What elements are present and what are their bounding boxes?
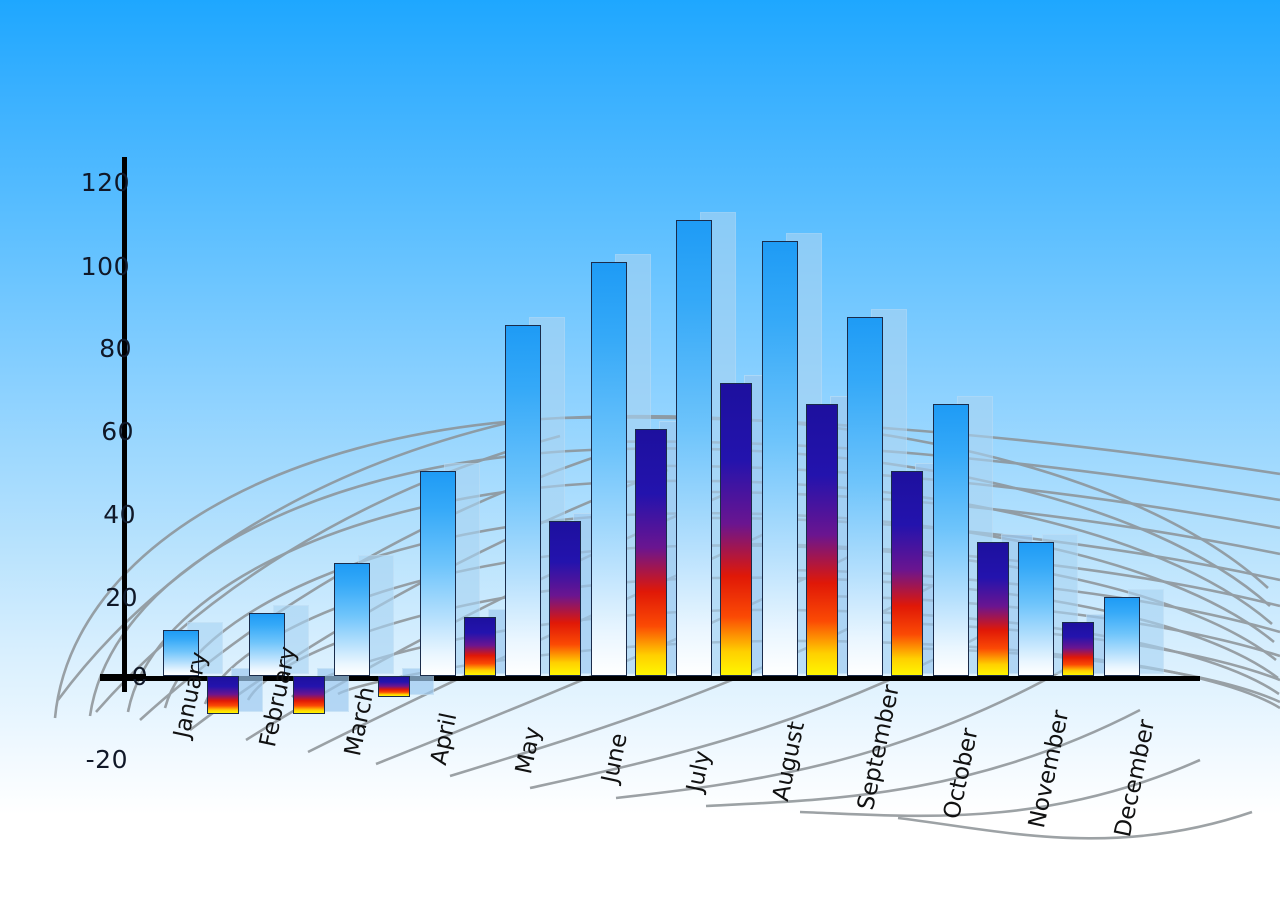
x-axis-label-june: June	[596, 731, 633, 786]
bar-blue-april[interactable]	[419, 471, 456, 676]
x-axis-label-november: November	[1024, 707, 1075, 831]
bar-blue-october[interactable]	[932, 404, 969, 676]
x-axis-zero-line	[100, 676, 1200, 681]
axis-tick	[100, 674, 146, 679]
bar-blue-june[interactable]	[590, 262, 627, 676]
y-axis-tick-label: 60	[101, 417, 134, 446]
bar-blue-may[interactable]	[505, 324, 541, 676]
bar-blue-august[interactable]	[761, 241, 798, 676]
bar-flame-august[interactable]	[805, 404, 838, 676]
y-axis-tick-label: 40	[103, 500, 136, 529]
bar-flame-april[interactable]	[463, 617, 496, 676]
bar-blue-november[interactable]	[1018, 542, 1054, 676]
x-axis-label-september: September	[853, 682, 905, 813]
x-axis-label-august: August	[767, 719, 810, 804]
x-axis-label-april: April	[425, 710, 462, 768]
x-axis-label-october: October	[938, 725, 984, 822]
bar-flame-january[interactable]	[207, 676, 239, 714]
bar-flame-march[interactable]	[378, 676, 410, 697]
x-axis-label-july: July	[682, 748, 717, 795]
y-axis-tick-label: -20	[85, 745, 128, 774]
bar-blue-september[interactable]	[847, 316, 883, 676]
y-axis-tick-label: 20	[105, 583, 138, 612]
y-axis-tick-label: 120	[80, 168, 130, 197]
bar-flame-november[interactable]	[1062, 621, 1094, 676]
bar-flame-october[interactable]	[976, 542, 1009, 676]
bar-flame-july[interactable]	[720, 383, 752, 676]
y-axis-tick-label: 80	[99, 334, 132, 363]
bar-flame-may[interactable]	[549, 521, 581, 676]
bar-flame-february[interactable]	[292, 676, 325, 714]
y-axis-line	[122, 157, 127, 692]
bar-flame-september[interactable]	[891, 471, 923, 676]
bar-flame-june[interactable]	[634, 429, 667, 676]
bar-blue-january[interactable]	[163, 630, 199, 676]
bar-blue-march[interactable]	[334, 563, 370, 676]
x-axis-label-december: December	[1109, 717, 1160, 840]
bar-blue-december[interactable]	[1103, 596, 1140, 676]
y-axis-tick-label: 100	[80, 252, 130, 281]
x-axis-label-may: May	[511, 724, 547, 777]
bar-blue-july[interactable]	[676, 220, 712, 676]
bar-blue-february[interactable]	[248, 613, 285, 676]
